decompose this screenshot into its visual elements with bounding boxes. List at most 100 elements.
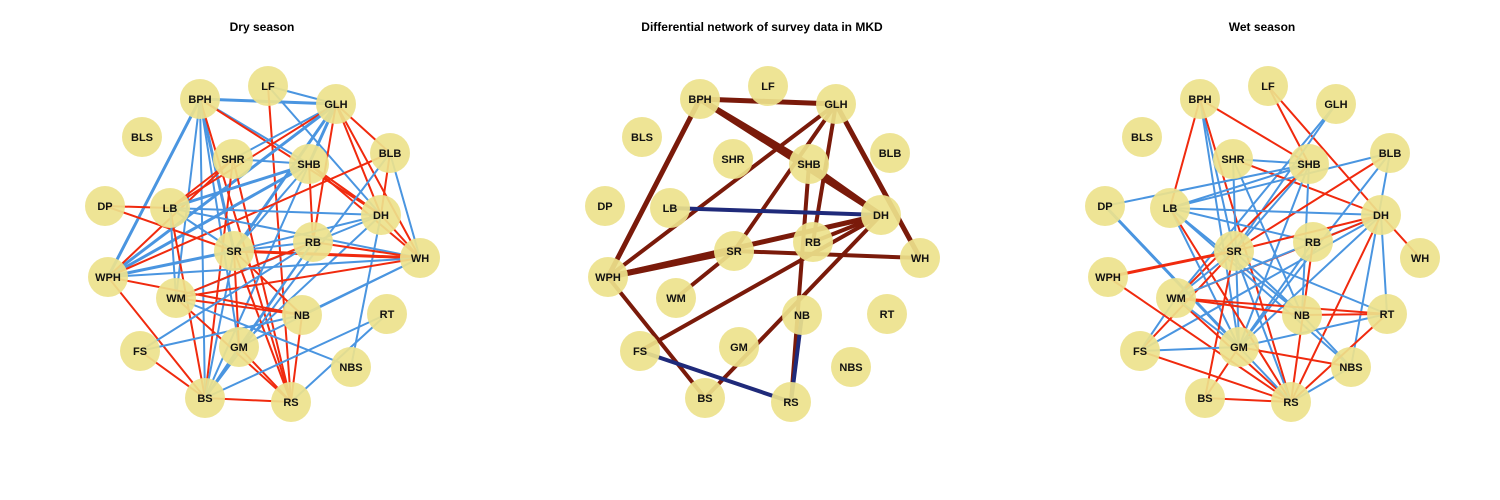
edge-rb-wm <box>175 241 314 299</box>
node-rs: RS <box>271 382 311 422</box>
node-blb: BLB <box>1370 133 1410 173</box>
node-shr: SHR <box>1213 139 1253 179</box>
node-circle <box>656 278 696 318</box>
node-bls: BLS <box>122 117 162 157</box>
node-rb: RB <box>793 222 833 262</box>
node-circle <box>1316 84 1356 124</box>
edge-wph-wh <box>107 257 421 278</box>
node-circle <box>1289 144 1329 184</box>
edge-wm-nb <box>175 297 303 316</box>
edge-lb-dh <box>668 206 883 217</box>
node-label: DP <box>597 201 612 213</box>
node-circle <box>793 222 833 262</box>
node-bs: BS <box>685 378 725 418</box>
node-circle <box>1180 79 1220 119</box>
node-rt: RT <box>1367 294 1407 334</box>
node-nbs: NBS <box>1331 347 1371 387</box>
node-label: GM <box>230 342 248 354</box>
node-label: SR <box>726 246 741 258</box>
node-dh: DH <box>1361 195 1401 235</box>
node-label: DP <box>1097 201 1112 213</box>
node-rb: RB <box>1293 222 1333 262</box>
node-bs: BS <box>185 378 225 418</box>
edge-bph-wph <box>106 97 202 279</box>
node-label: DH <box>1373 210 1389 222</box>
edge-shb-wm <box>1175 163 1310 299</box>
edge-fs-nb <box>139 314 303 352</box>
node-circle <box>622 117 662 157</box>
node-circle <box>1219 327 1259 367</box>
node-circle <box>156 278 196 318</box>
node-label: RS <box>283 397 298 409</box>
node-circle <box>585 186 625 226</box>
nodes-differential: BPH LF GLH BLS SHR SHB BLB DP LB DH SR RB WH WPH WM NB R… <box>585 66 940 422</box>
node-circle <box>1088 257 1128 297</box>
node-shb: SHB <box>289 144 329 184</box>
node-circle <box>316 84 356 124</box>
node-circle <box>620 331 660 371</box>
node-lb: LB <box>1150 188 1190 228</box>
node-label: SHR <box>1221 154 1244 166</box>
edge-bph-shb <box>697 96 812 167</box>
node-label: DH <box>873 210 889 222</box>
node-label: WPH <box>95 272 121 284</box>
node-lf: LF <box>748 66 788 106</box>
node-nbs: NBS <box>831 347 871 387</box>
edge-rb-wm <box>1175 241 1314 299</box>
panel-differential-network: Differential network of survey data in M… <box>585 20 940 422</box>
node-circle <box>361 195 401 235</box>
node-dp: DP <box>85 186 125 226</box>
edge-rb-gm <box>1238 241 1314 348</box>
node-label: LF <box>761 81 775 93</box>
node-label: WM <box>1166 293 1186 305</box>
node-label: FS <box>633 346 647 358</box>
node-circle <box>1156 278 1196 318</box>
edge-glh-wm <box>1175 103 1337 299</box>
node-label: GLH <box>324 99 347 111</box>
node-shr: SHR <box>713 139 753 179</box>
node-label: BPH <box>1188 94 1211 106</box>
edge-fs-rs <box>1139 350 1292 403</box>
node-circle <box>870 133 910 173</box>
edge-sr-rs <box>233 250 292 403</box>
node-circle <box>293 222 333 262</box>
node-glh: GLH <box>816 84 856 124</box>
node-wm: WM <box>156 278 196 318</box>
node-circle <box>1085 186 1125 226</box>
node-wh: WH <box>400 238 440 278</box>
node-circle <box>282 295 322 335</box>
node-rt: RT <box>367 294 407 334</box>
edge-fs-rb <box>139 241 314 352</box>
node-label: WM <box>166 293 186 305</box>
node-circle <box>1367 294 1407 334</box>
edge-shb-lb <box>1169 163 1310 209</box>
node-label: RB <box>805 237 821 249</box>
node-bph: BPH <box>1180 79 1220 119</box>
node-wm: WM <box>656 278 696 318</box>
node-bph: BPH <box>680 79 720 119</box>
node-label: SHB <box>797 159 820 171</box>
node-circle <box>219 327 259 367</box>
node-label: RB <box>305 237 321 249</box>
node-label: RT <box>1380 309 1395 321</box>
edge-wm-rt <box>1175 297 1388 315</box>
edge-shb-dp <box>1104 163 1310 207</box>
edge-blb-sr <box>1233 152 1391 252</box>
node-circle <box>1248 66 1288 106</box>
node-label: BS <box>197 393 212 405</box>
node-label: WH <box>1411 253 1429 265</box>
node-circle <box>1271 382 1311 422</box>
edge-glh-wh <box>335 103 421 259</box>
panel-wet-season: Wet season BPH LF GLH BLS SHR SHB BLB DP LB DH SR R… <box>1085 20 1440 422</box>
node-label: NBS <box>1339 362 1362 374</box>
node-lf: LF <box>248 66 288 106</box>
edge-lf-dh <box>267 85 382 216</box>
node-label: GM <box>730 342 748 354</box>
node-label: SHR <box>721 154 744 166</box>
node-label: LF <box>1261 81 1275 93</box>
node-label: WM <box>666 293 686 305</box>
edges-differential <box>605 96 923 404</box>
edge-bph-shb <box>1199 98 1310 165</box>
node-label: BLS <box>631 132 653 144</box>
node-wph: WPH <box>588 257 628 297</box>
